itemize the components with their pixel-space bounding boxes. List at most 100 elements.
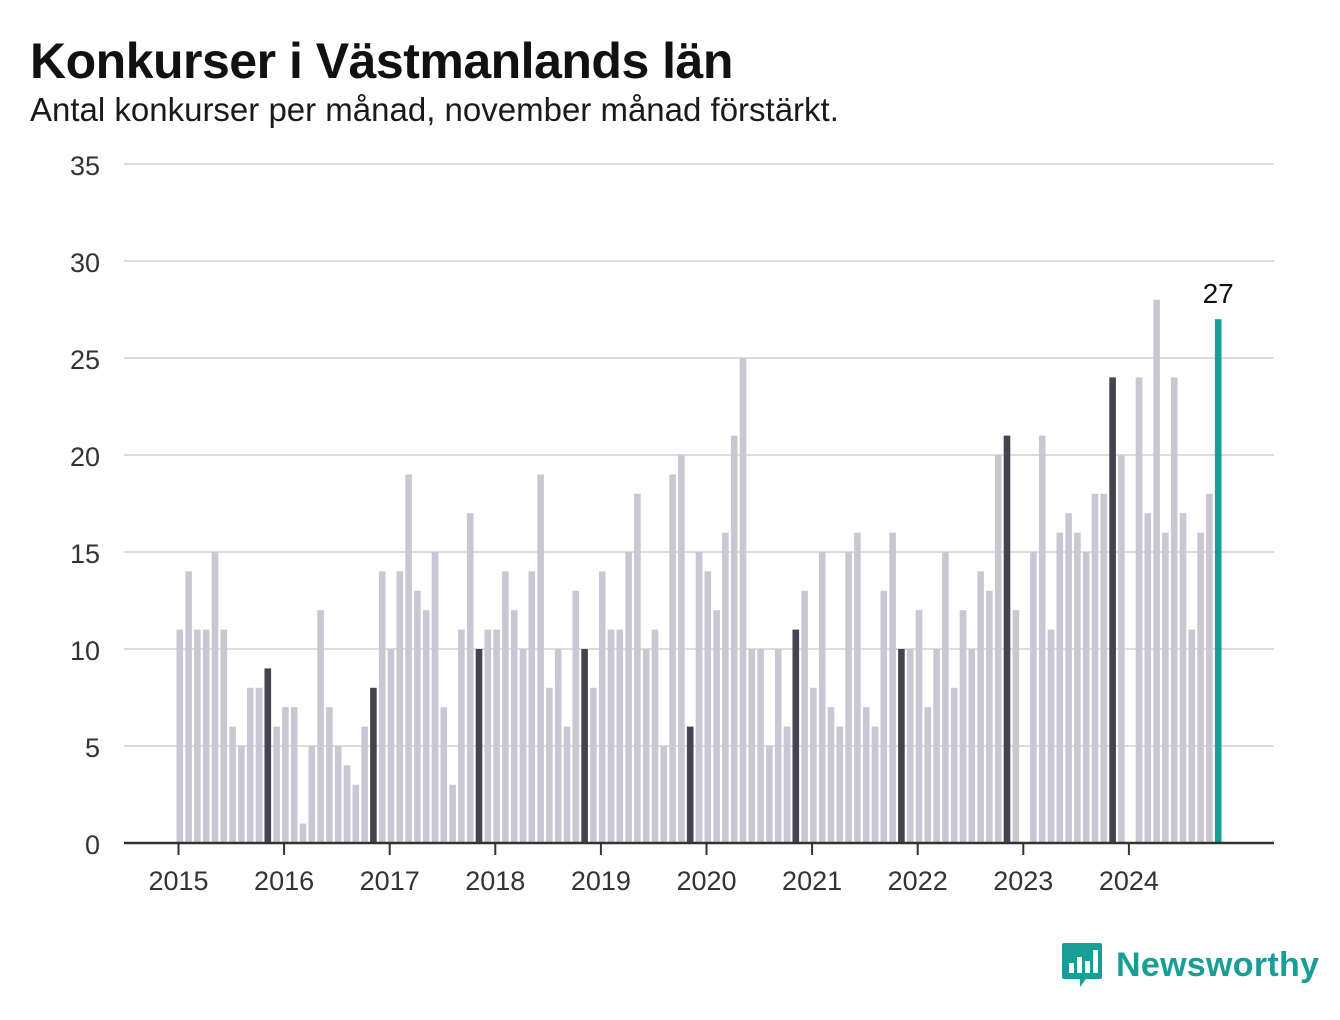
bar [1109,377,1116,843]
bar [730,435,738,843]
bar [942,552,949,843]
x-tick-label: 2021 [782,866,842,896]
bar [678,455,685,843]
bar [202,629,210,843]
bar [1214,319,1222,843]
bar [554,649,562,843]
bar [862,707,870,843]
bar [1074,532,1081,843]
bar [1153,299,1160,843]
x-tick-label: 2024 [1099,866,1159,896]
logo-text: Newsworthy [1116,945,1320,984]
bar [651,629,659,843]
bar [484,629,492,843]
bar [810,687,817,843]
bar [1206,493,1213,843]
bar [1162,532,1169,843]
bar [1003,435,1011,843]
bar [1030,552,1037,843]
bar [1038,435,1046,843]
bar [264,668,272,843]
bar [282,707,289,843]
bar [713,610,720,843]
data-labels: 27 [1203,278,1234,309]
bar [1100,493,1108,843]
bar [396,571,404,843]
bar [290,707,298,843]
bar [1065,513,1072,843]
bar [378,571,386,843]
bars [176,299,1222,843]
bar [766,746,773,843]
bar [326,707,333,843]
bar [255,687,263,843]
bar [1170,377,1178,843]
bar [625,552,632,843]
bar [616,629,624,843]
bar [1091,493,1099,843]
bar [458,629,465,843]
y-tick-label: 30 [70,248,100,278]
bar [783,726,791,843]
bar [211,552,219,843]
bar [1179,513,1187,843]
bar [528,571,536,843]
bar [238,746,245,843]
bar [950,687,958,843]
bar [660,746,668,843]
x-tick-label: 2023 [993,866,1053,896]
bar [1012,610,1020,843]
bar [299,823,307,843]
bar [986,590,993,843]
bar [757,649,764,843]
newsworthy-logo: Newsworthy [1060,940,1319,990]
bar [493,629,500,843]
bar [880,590,888,843]
bar [581,649,588,843]
bar [431,552,439,843]
bar [959,610,967,843]
bar [871,726,879,843]
bar [686,726,694,843]
bar [748,649,756,843]
bar [1188,629,1196,843]
bar [361,726,368,843]
bar [414,590,421,843]
bar [422,610,430,843]
bar [246,687,254,843]
bar [634,493,641,843]
bar [475,649,483,843]
bar [669,474,676,843]
bar [774,649,782,843]
y-tick-label: 10 [70,636,100,666]
bar [537,474,544,843]
bar [889,532,896,843]
bar [1197,532,1204,843]
bar [695,552,703,843]
bar [906,649,914,843]
bar [519,649,527,843]
chart-subtitle: Antal konkurser per månad, november måna… [30,91,839,128]
y-tick-label: 15 [70,539,100,569]
bar [642,649,650,843]
bar [739,358,747,843]
bar [466,513,474,843]
y-tick-label: 5 [85,733,100,763]
bar [968,649,976,843]
bar [308,746,316,843]
bar [546,687,553,843]
bar [1082,552,1090,843]
x-tick-label: 2017 [360,866,420,896]
bar [915,610,923,843]
bar [607,629,615,843]
chart-title: Konkurser i Västmanlands län [30,33,733,89]
bar [704,571,712,843]
y-axis-ticks: 0 5 10 15 20 25 30 35 [70,151,100,860]
bar [370,687,377,843]
bar [977,571,984,843]
bar [801,590,808,843]
bar [229,726,236,843]
x-tick-label: 2018 [465,866,525,896]
bar [510,610,518,843]
